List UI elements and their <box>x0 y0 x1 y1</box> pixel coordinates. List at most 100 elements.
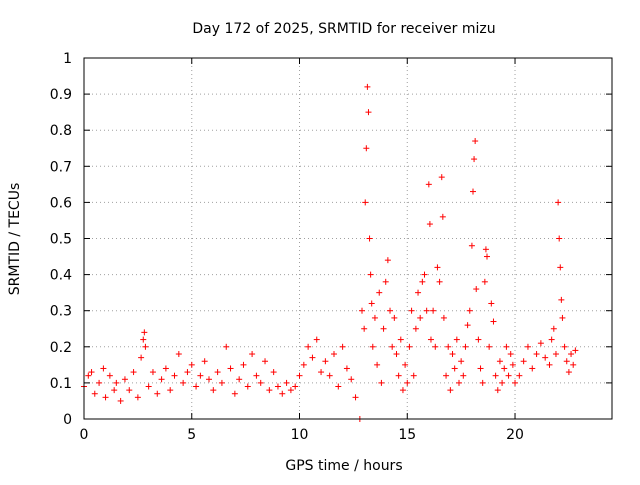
data-point <box>364 83 371 90</box>
data-point <box>421 271 428 278</box>
data-point <box>563 358 570 365</box>
data-point <box>270 369 277 376</box>
tick-labels-layer: 00.10.20.30.40.50.60.70.80.910 5 10 15 20 <box>50 51 524 443</box>
data-point <box>393 351 400 358</box>
y-tick-label: 0.2 <box>50 340 72 356</box>
data-point <box>555 199 562 206</box>
data-point <box>249 351 256 358</box>
data-point <box>175 351 182 358</box>
data-point <box>477 365 484 372</box>
data-point <box>363 145 370 152</box>
data-point <box>201 358 208 365</box>
data-point <box>432 343 439 350</box>
data-points-layer <box>81 83 579 422</box>
data-point <box>223 343 230 350</box>
data-point <box>412 325 419 332</box>
data-point <box>417 314 424 321</box>
data-point <box>184 369 191 376</box>
data-point <box>361 325 368 332</box>
data-point <box>283 379 290 386</box>
y-tick-label: 0.8 <box>50 123 72 139</box>
y-tick-label: 0 <box>63 412 72 428</box>
x-tick-label: 0 <box>80 427 89 443</box>
data-point <box>134 394 141 401</box>
data-point <box>460 372 467 379</box>
data-point <box>451 365 458 372</box>
y-tick-label: 0.4 <box>50 268 72 284</box>
data-point <box>162 365 169 372</box>
y-tick-label: 0.3 <box>50 304 72 320</box>
data-point <box>126 387 133 394</box>
data-point <box>471 156 478 163</box>
data-point <box>397 336 404 343</box>
data-point <box>145 383 152 390</box>
data-point <box>365 109 372 116</box>
data-point <box>399 387 406 394</box>
data-point <box>462 343 469 350</box>
data-point <box>484 253 491 260</box>
data-point <box>371 314 378 321</box>
data-point <box>274 383 281 390</box>
data-point <box>542 354 549 361</box>
data-point <box>359 307 366 314</box>
data-point <box>102 394 109 401</box>
data-point <box>218 379 225 386</box>
data-point <box>193 383 200 390</box>
data-point <box>469 188 476 195</box>
data-point <box>439 213 446 220</box>
data-point <box>512 379 519 386</box>
data-point <box>499 379 506 386</box>
data-point <box>376 289 383 296</box>
data-point <box>408 307 415 314</box>
data-point <box>374 361 381 368</box>
y-axis-label: SRMTID / TECUs <box>7 183 23 296</box>
data-point <box>548 336 555 343</box>
data-point <box>443 372 450 379</box>
data-point <box>449 351 456 358</box>
data-point <box>570 361 577 368</box>
data-point <box>550 325 557 332</box>
data-point <box>121 376 128 383</box>
data-point <box>482 246 489 253</box>
data-point <box>503 343 510 350</box>
data-point <box>362 199 369 206</box>
data-point <box>322 358 329 365</box>
data-point <box>468 242 475 249</box>
data-point <box>318 369 325 376</box>
y-tick-label: 1 <box>63 51 72 67</box>
data-point <box>490 318 497 325</box>
data-point <box>546 361 553 368</box>
data-point <box>343 365 350 372</box>
data-point <box>91 390 98 397</box>
data-point <box>572 347 579 354</box>
data-point <box>391 314 398 321</box>
data-point <box>305 343 312 350</box>
data-point <box>384 257 391 264</box>
data-point <box>142 343 149 350</box>
y-tick-label: 0.5 <box>50 232 72 248</box>
data-point <box>436 278 443 285</box>
data-point <box>369 343 376 350</box>
data-point <box>558 296 565 303</box>
data-point <box>559 314 566 321</box>
data-point <box>382 278 389 285</box>
data-point <box>434 264 441 271</box>
data-point <box>130 369 137 376</box>
data-point <box>368 300 375 307</box>
data-point <box>292 383 299 390</box>
data-point <box>561 343 568 350</box>
data-point <box>85 372 92 379</box>
data-point <box>111 387 118 394</box>
data-point <box>300 361 307 368</box>
data-point <box>141 329 148 336</box>
data-point <box>266 387 273 394</box>
y-tick-label: 0.7 <box>50 159 72 175</box>
data-point <box>423 307 430 314</box>
data-point <box>445 343 452 350</box>
data-point <box>154 390 161 397</box>
data-point <box>453 336 460 343</box>
data-point <box>236 376 243 383</box>
data-point <box>509 361 516 368</box>
y-tick-label: 0.1 <box>50 376 72 392</box>
